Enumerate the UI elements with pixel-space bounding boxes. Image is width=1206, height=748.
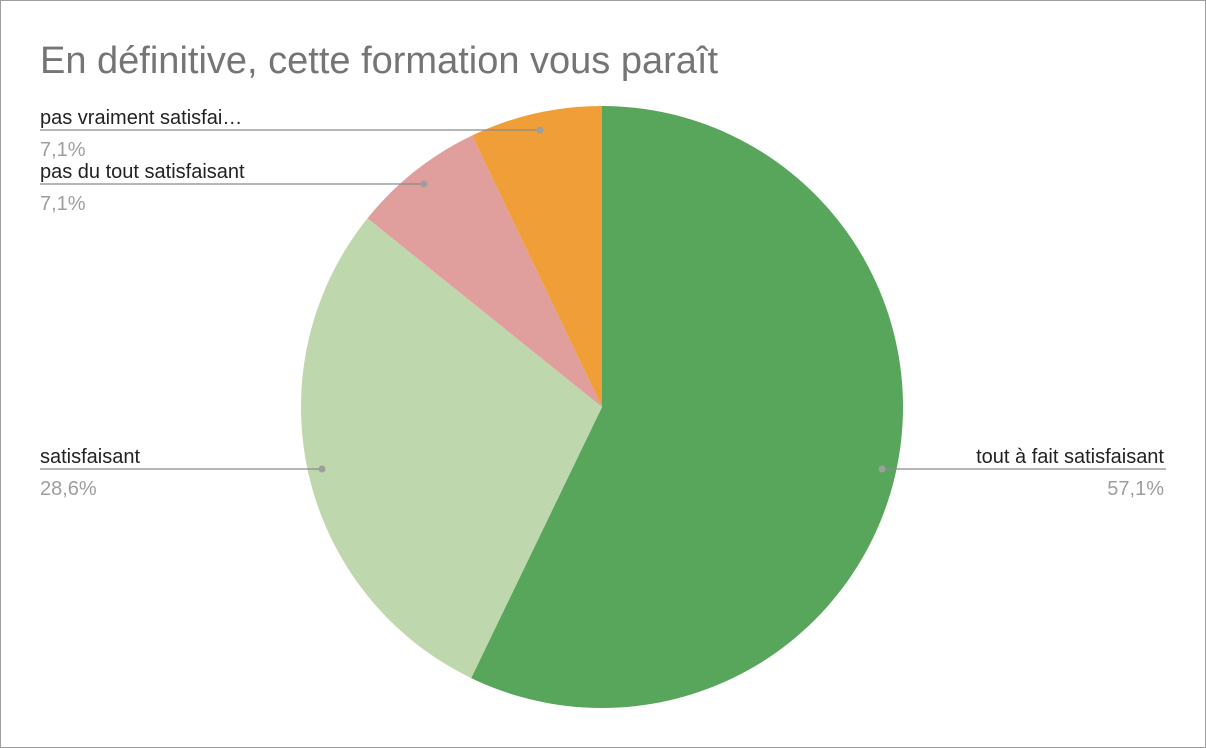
leader-dot	[878, 465, 886, 473]
pie-slice	[472, 106, 602, 407]
pie-slice	[300, 218, 602, 679]
slice-percent-label: 57,1%	[1107, 478, 1164, 500]
pie-slice	[471, 106, 904, 708]
pie-slice	[367, 135, 602, 407]
leader-dot	[420, 180, 428, 188]
slice-label: tout à fait satisfaisant	[976, 446, 1164, 468]
slice-percent-label: 7,1%	[40, 139, 86, 161]
pie-slices	[300, 106, 904, 708]
slice-label: pas vraiment satisfai…	[40, 107, 242, 129]
slice-percent-label: 7,1%	[40, 193, 86, 215]
leader-dot	[318, 465, 326, 473]
slice-percent-label: 28,6%	[40, 478, 97, 500]
leader-lines	[40, 126, 1166, 473]
slice-label: satisfaisant	[40, 446, 140, 468]
slice-labels: tout à fait satisfaisant 57,1% satisfaisan…	[40, 107, 1164, 500]
slice-label: pas du tout satisfaisant	[40, 161, 245, 183]
leader-dot	[536, 126, 544, 134]
chart-title: En définitive, cette formation vous para…	[40, 40, 718, 82]
